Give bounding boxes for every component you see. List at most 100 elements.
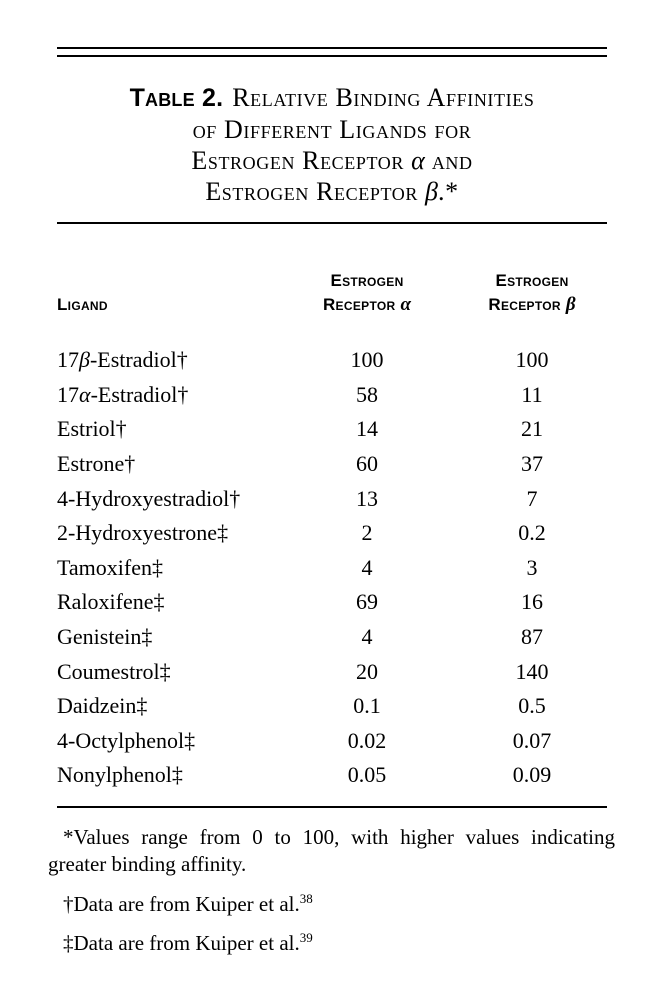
er-alpha-header-line2: Receptor α: [277, 293, 457, 317]
ligand-cell: 4-Hydroxyestradiol†: [57, 481, 277, 516]
footnote-double-dagger: ‡Data are from Kuiper et al.39: [48, 930, 615, 957]
footnote-reference-39: 39: [299, 929, 313, 945]
title-text: Relative Binding Affinities: [232, 83, 535, 112]
er-alpha-value: 20: [356, 658, 378, 684]
receptor-label: Receptor: [488, 295, 566, 314]
footnote-text: †Data are from Kuiper et al.: [63, 891, 300, 916]
footnote-dagger: †Data are from Kuiper et al.38: [48, 891, 615, 918]
ligand-cell: Nonylphenol‡: [57, 758, 277, 793]
er-alpha-value: 58: [356, 381, 378, 407]
table-body: 17β-Estradiol† 100 100 17α-Estradiol† 58 11 Es…: [57, 343, 607, 793]
table-row: 4-Hydroxyestradiol† 13 7: [57, 481, 607, 516]
title-line-3: Estrogen Receptor α and: [57, 145, 607, 176]
ligand-text: Tamoxifen‡: [57, 554, 163, 580]
alpha-symbol: α: [411, 146, 425, 175]
table-row: Nonylphenol‡ 0.05 0.09: [57, 758, 607, 793]
er-beta-header-line2: Receptor β: [457, 293, 607, 317]
title-text: Estrogen Receptor: [205, 177, 426, 206]
er-beta-value: 0.5: [518, 693, 546, 719]
title-line-2: of Different Ligands for: [57, 114, 607, 145]
table-title: Table 2. Relative Binding Affinities of D…: [57, 82, 607, 207]
er-alpha-value: 69: [356, 589, 378, 615]
table-row: Tamoxifen‡ 4 3: [57, 551, 607, 586]
er-alpha-header-line1: Estrogen: [330, 271, 404, 290]
ligand-cell: 2-Hydroxyestrone‡: [57, 516, 277, 551]
ligand-greek-symbol: α: [79, 381, 91, 407]
table-number-label: Table 2.: [129, 84, 224, 112]
receptor-label: Receptor: [322, 295, 401, 314]
ligand-text: 4-Hydroxyestradiol†: [57, 485, 241, 511]
ligand-cell: 4-Octylphenol‡: [57, 724, 277, 759]
er-alpha-value: 0.1: [353, 693, 381, 719]
alpha-symbol: α: [400, 294, 411, 315]
ligand-text: Nonylphenol‡: [57, 762, 183, 788]
footnote-text: *Values range from 0 to 100, with higher…: [48, 824, 615, 876]
ligand-cell: Daidzein‡: [57, 689, 277, 724]
beta-symbol: β: [565, 294, 576, 315]
ligand-cell: Coumestrol‡: [57, 654, 277, 689]
ligand-text: 2-Hydroxyestrone‡: [57, 520, 229, 546]
ligand-cell: Genistein‡: [57, 620, 277, 655]
er-beta-value: 0.09: [512, 762, 552, 788]
ligand-text: -Estradiol†: [89, 347, 188, 373]
ligand-text: Genistein‡: [57, 624, 153, 650]
footnote-reference-38: 38: [299, 890, 313, 906]
table-header: Ligand Estrogen Receptor α Estrogen Rece…: [57, 224, 607, 343]
er-alpha-value: 2: [361, 520, 373, 546]
ligand-text: -Estradiol†: [90, 381, 189, 407]
er-beta-value: 0.07: [512, 727, 552, 753]
ligand-text: 17: [57, 347, 79, 373]
ligand-text: Raloxifene‡: [57, 589, 165, 615]
binding-affinities-table: Ligand Estrogen Receptor α Estrogen Rece…: [57, 224, 607, 793]
er-alpha-value: 0.02: [347, 727, 387, 753]
er-alpha-value: 100: [350, 347, 384, 373]
table-row: 4-Octylphenol‡ 0.02 0.07: [57, 724, 607, 759]
ligand-cell: Raloxifene‡: [57, 585, 277, 620]
ligand-header-label: Ligand: [57, 295, 108, 314]
er-beta-header-line1: Estrogen: [495, 271, 569, 290]
table-row: Coumestrol‡ 20 140: [57, 654, 607, 689]
title-text: .*: [437, 177, 459, 206]
er-beta-value: 11: [521, 381, 543, 407]
table-row: 17α-Estradiol† 58 11: [57, 378, 607, 413]
title-text: of Different Ligands for: [192, 115, 472, 144]
column-header-ligand: Ligand: [57, 224, 277, 343]
ligand-cell: 17β-Estradiol†: [57, 343, 277, 378]
er-alpha-value: 13: [356, 485, 378, 511]
title-line-1: Table 2. Relative Binding Affinities: [57, 82, 607, 114]
column-header-er-beta: Estrogen Receptor β: [457, 224, 607, 343]
table-bottom-rule: [57, 805, 607, 808]
er-beta-value: 37: [521, 451, 543, 477]
er-beta-value: 0.2: [518, 520, 546, 546]
ligand-cell: 17α-Estradiol†: [57, 378, 277, 413]
table-panel: Table 2. Relative Binding Affinities of D…: [48, 47, 615, 957]
er-beta-value: 87: [521, 624, 543, 650]
er-alpha-value: 4: [361, 554, 373, 580]
title-text: and: [424, 146, 473, 175]
ligand-greek-symbol: β: [79, 347, 90, 373]
header-row: Ligand Estrogen Receptor α Estrogen Rece…: [57, 224, 607, 343]
table-row: 2-Hydroxyestrone‡ 2 0.2: [57, 516, 607, 551]
er-beta-value: 16: [521, 589, 543, 615]
table-row: Raloxifene‡ 69 16: [57, 585, 607, 620]
column-header-er-alpha: Estrogen Receptor α: [277, 224, 457, 343]
ligand-cell: Estriol†: [57, 412, 277, 447]
ligand-cell: Estrone†: [57, 447, 277, 482]
footnotes: *Values range from 0 to 100, with higher…: [48, 824, 615, 957]
ligand-text: Daidzein‡: [57, 693, 148, 719]
footnote-text: ‡Data are from Kuiper et al.: [63, 930, 300, 955]
ligand-cell: Tamoxifen‡: [57, 551, 277, 586]
er-alpha-value: 0.05: [347, 762, 387, 788]
er-alpha-value: 4: [361, 624, 373, 650]
table-row: Estrone† 60 37: [57, 447, 607, 482]
er-beta-value: 3: [526, 554, 538, 580]
title-line-4: Estrogen Receptor β.*: [57, 176, 607, 207]
ligand-text: Estriol†: [57, 416, 127, 442]
ligand-text: Estrone†: [57, 451, 136, 477]
header-top-rule: [57, 222, 607, 224]
ligand-text: 4-Octylphenol‡: [57, 727, 196, 753]
er-alpha-value: 60: [356, 451, 378, 477]
er-beta-value: 7: [526, 485, 538, 511]
beta-symbol: β: [425, 177, 438, 206]
table-row: Estriol† 14 21: [57, 412, 607, 447]
